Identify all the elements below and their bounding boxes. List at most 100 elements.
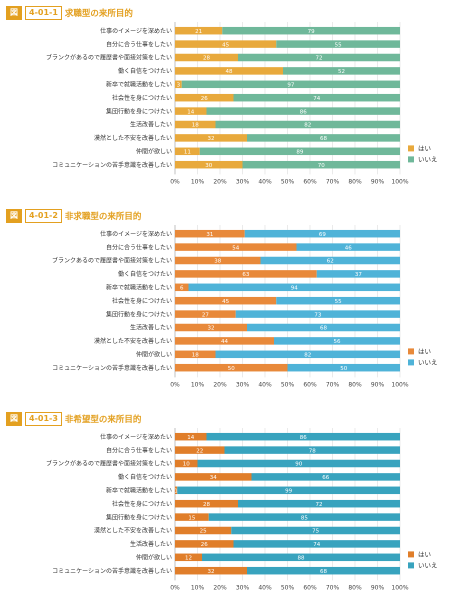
chart-header: 図 4-01-3 非希望型の来所目的 [6, 411, 141, 426]
data-label: 79 [308, 29, 315, 35]
data-label: 68 [320, 326, 327, 332]
x-tick-label: 50% [281, 584, 295, 591]
x-tick-label: 30% [236, 584, 250, 591]
bar-segment-no [206, 432, 400, 441]
data-label: 70 [318, 163, 325, 169]
bar-segment-yes [175, 350, 216, 359]
category-label: 社会性を身につけたい [112, 297, 172, 305]
bar-segment-no [231, 526, 400, 535]
category-label: 自分に合う仕事をしたい [106, 243, 172, 251]
bar-segment-no [224, 446, 400, 454]
bar-segment-no [202, 553, 400, 562]
category-label: 生活改善したい [130, 324, 172, 332]
bar-segment-no [247, 566, 400, 575]
category-label: 漠然とした不安を改善したい [94, 134, 172, 142]
data-label: 38 [214, 259, 221, 265]
data-label: 94 [291, 286, 298, 292]
x-tick-label: 80% [348, 584, 362, 591]
data-label: 55 [335, 299, 342, 305]
category-label: 漠然とした不安を改善したい [94, 337, 172, 345]
data-label: 55 [335, 42, 342, 48]
legend-label: いいえ [418, 561, 438, 569]
x-tick-label: 100% [391, 584, 408, 591]
bar-segment-no [276, 296, 400, 305]
bar-segment-no [276, 40, 400, 48]
bar-segment-yes [175, 296, 277, 305]
chart-svg: 0% 10% 20% 30% 40% 50% 60% 70% 80% 90% 100% 仕事のイメージ… [46, 428, 438, 591]
data-label: 68 [320, 136, 327, 142]
data-label: 45 [222, 299, 229, 305]
data-label: 37 [355, 272, 362, 278]
category-label: 社会性を身につけたい [112, 94, 172, 102]
x-tick-label: 10% [191, 381, 205, 388]
data-label: 32 [208, 326, 215, 332]
data-label: 32 [208, 136, 215, 142]
legend-label: はい [418, 347, 431, 355]
bar-segment-no [247, 134, 400, 142]
x-tick-label: 70% [326, 178, 340, 185]
bar-segment-no [208, 513, 400, 521]
bar-segment-yes [175, 67, 283, 75]
data-label: 27 [202, 312, 209, 318]
data-label: 12 [185, 556, 192, 562]
data-label: 30 [205, 163, 212, 169]
x-tick-label: 20% [213, 584, 227, 591]
x-tick-label: 90% [371, 584, 385, 591]
bar-segment-yes [175, 499, 238, 508]
bar-segment-yes [175, 40, 277, 48]
bar-segment-yes [175, 566, 247, 575]
bar-segment-no [244, 229, 400, 238]
figure-badge: 図 [6, 5, 22, 20]
bar-segment-no [316, 270, 400, 278]
x-tick-label: 80% [348, 178, 362, 185]
data-label: 82 [304, 123, 311, 129]
bar-segment-yes [175, 459, 198, 468]
x-tick-label: 100% [391, 178, 408, 185]
bar-segment-no [283, 67, 400, 75]
category-label: 仕事のイメージを深めたい [100, 433, 172, 441]
chart-panel-4-01-3: 図 4-01-3 非希望型の来所目的 0% 10% 20% 30% 40% 50% 60% 7… [0, 406, 456, 602]
category-label: 新卒で就職活動をしたい [106, 284, 172, 292]
x-tick-label: 40% [258, 178, 272, 185]
bar-segment-yes [175, 473, 252, 481]
chart-title: 求職型の来所目的 [64, 8, 133, 19]
legend-swatch [408, 145, 414, 152]
data-label: 50 [228, 366, 235, 372]
category-label: 新卒で就職活動をしたい [106, 487, 172, 495]
data-label: 69 [319, 232, 326, 238]
bar-segment-yes [175, 243, 297, 251]
data-label: 97 [287, 83, 294, 89]
figure-badge: 図 [6, 208, 22, 223]
bar-segment-yes [175, 283, 189, 292]
bar-segment-no [235, 310, 400, 318]
data-label: 3 [177, 83, 181, 89]
bar-segment-no [247, 323, 400, 332]
x-tick-label: 80% [348, 381, 362, 388]
data-label: 56 [334, 339, 341, 345]
bar-segment-yes [175, 256, 261, 265]
legend-label: はい [418, 144, 431, 152]
data-label: 82 [304, 353, 311, 359]
data-label: 22 [196, 448, 203, 454]
x-tick-label: 30% [236, 178, 250, 185]
bar-segment-no [197, 459, 400, 468]
bar-segment-no [274, 337, 400, 345]
data-label: 34 [210, 475, 217, 481]
category-label: ブランクあるので履歴書や面接対策をしたい [52, 257, 172, 265]
bar-segment-yes [175, 526, 232, 535]
figure-number: 4-01-1 [25, 5, 62, 20]
data-label: 26 [201, 542, 208, 548]
x-tick-label: 0% [170, 178, 180, 185]
data-label: 74 [313, 96, 320, 102]
data-label: 18 [192, 353, 199, 359]
data-label: 1 [174, 489, 178, 495]
data-label: 68 [320, 569, 327, 575]
x-tick-label: 70% [326, 381, 340, 388]
category-label: コミュニケーションの苦手意識を改善したい [52, 567, 172, 575]
category-label: 仲間が欲しい [136, 148, 172, 156]
data-label: 18 [192, 123, 199, 129]
data-label: 52 [338, 69, 345, 75]
data-label: 25 [200, 529, 207, 535]
data-label: 73 [314, 312, 321, 318]
data-label: 72 [316, 502, 323, 508]
